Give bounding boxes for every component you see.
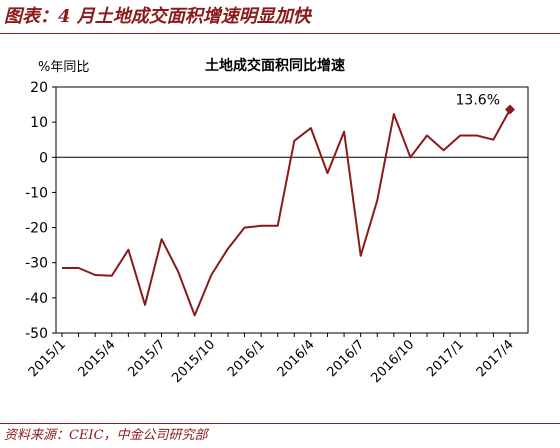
y-tick-label: -20 xyxy=(25,221,48,237)
x-tick-label: 2015/10 xyxy=(169,337,218,386)
y-tick-label: 0 xyxy=(39,150,48,166)
plot-area-frame xyxy=(55,86,529,334)
source-divider xyxy=(0,423,560,424)
y-axis-unit-label: %年同比 xyxy=(38,60,89,75)
x-tick-label: 2015/7 xyxy=(125,337,168,380)
source-note: 资料来源：CEIC，中金公司研究部 xyxy=(4,428,208,443)
x-tick-label: 2016/4 xyxy=(275,337,318,380)
x-axis: 2015/1 2015/4 2015/7 2015/10 2016/1 2016/4 201… xyxy=(26,333,517,386)
x-tick-label: 2017/1 xyxy=(424,337,467,380)
last-point-marker xyxy=(505,104,515,115)
series-line xyxy=(62,109,511,317)
y-tick-label: 10 xyxy=(30,115,48,131)
x-tick-label: 2016/10 xyxy=(368,337,417,386)
y-tick-label: -30 xyxy=(25,256,48,272)
x-tick-label: 2015/4 xyxy=(76,337,119,380)
figure-title: 图表：4 月土地成交面积增速明显加快 xyxy=(4,6,311,27)
line-chart: 土地成交面积同比增速 %年同比 20 10 0 -10 -20 -30 -40 -50 201… xyxy=(25,57,529,386)
y-tick-label: 20 xyxy=(30,80,48,96)
series-group: 13.6% xyxy=(62,92,515,317)
y-tick-label: -40 xyxy=(25,291,48,307)
y-tick-label: -50 xyxy=(25,326,48,342)
chart-title: 土地成交面积同比增速 xyxy=(205,57,345,74)
x-tick-label: 2016/7 xyxy=(325,337,368,380)
y-axis: 20 10 0 -10 -20 -30 -40 -50 xyxy=(25,80,56,342)
x-tick-label: 2017/4 xyxy=(474,337,517,380)
title-divider xyxy=(0,33,560,34)
last-value-annotation: 13.6% xyxy=(456,92,500,108)
x-tick-label: 2016/1 xyxy=(225,337,268,380)
y-tick-label: -10 xyxy=(25,185,48,201)
x-tick-label: 2015/1 xyxy=(26,337,69,380)
